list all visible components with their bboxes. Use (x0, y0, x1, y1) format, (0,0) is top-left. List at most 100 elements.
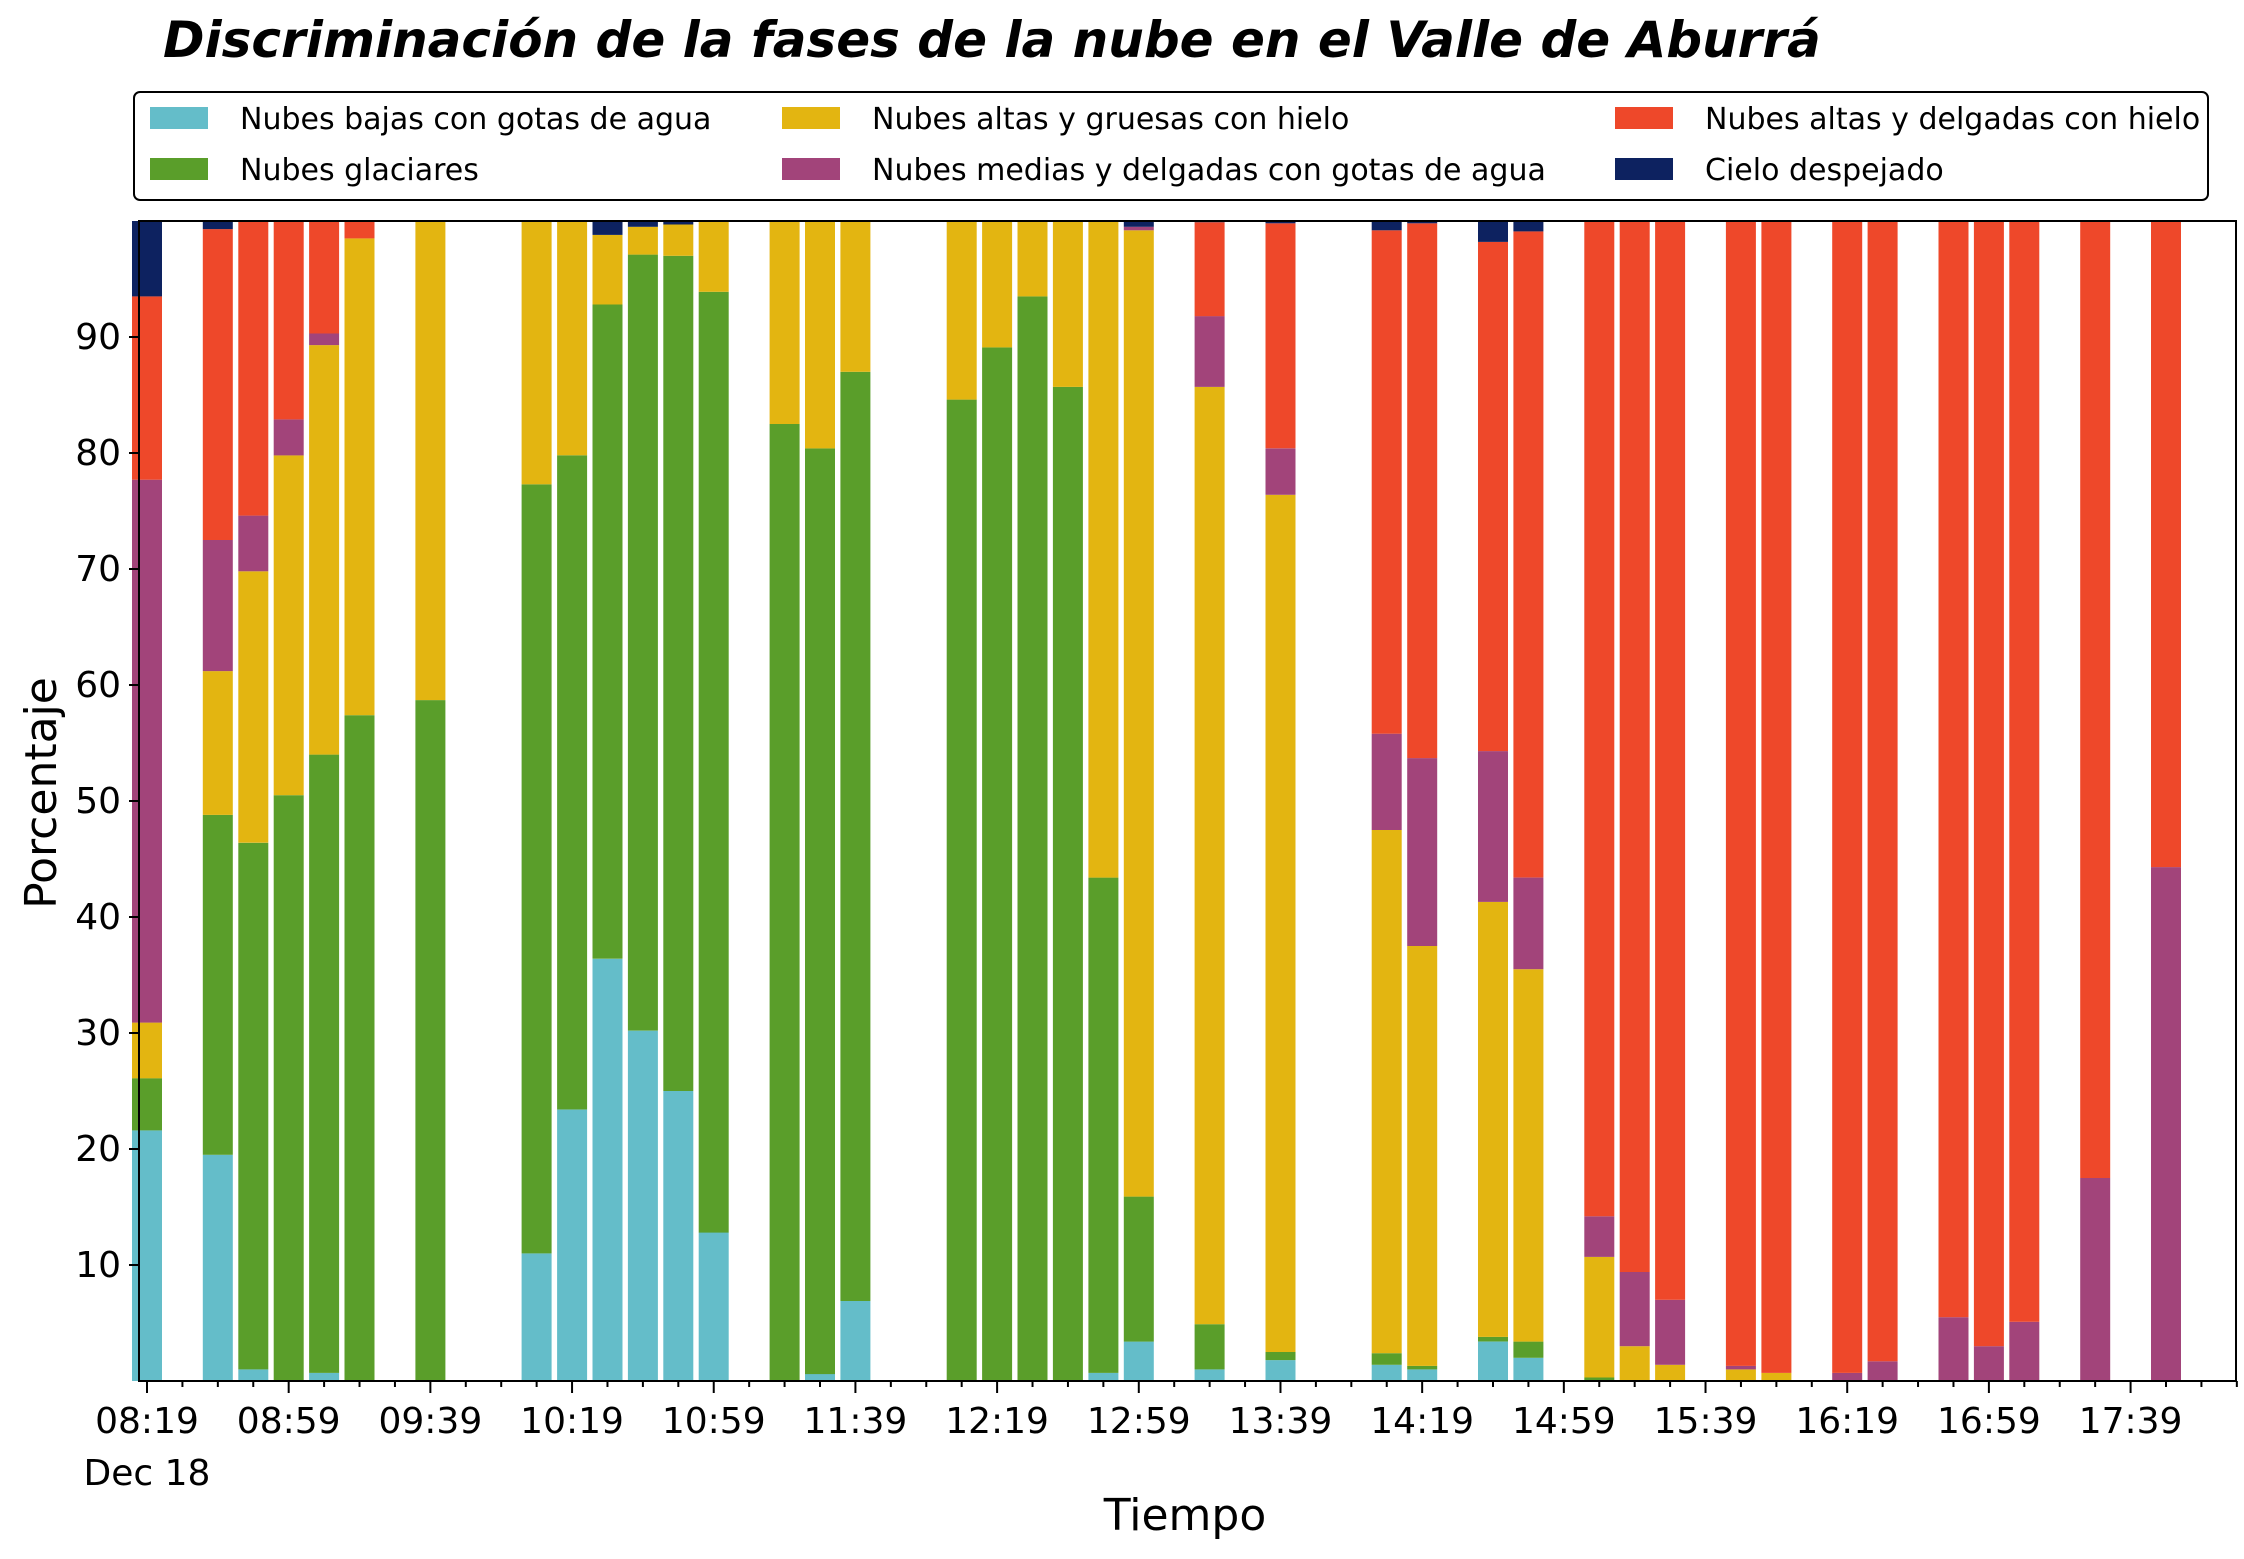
legend-swatch (1615, 158, 1673, 180)
bar-segment (698, 221, 729, 292)
bar-segment (309, 345, 340, 755)
bar-segment (663, 1091, 694, 1381)
bar-segment (627, 254, 658, 1031)
bar-segment (557, 221, 588, 456)
bar-segment (1513, 1357, 1544, 1381)
bar-segment (1123, 226, 1154, 231)
bar-segment (1478, 751, 1508, 902)
bar-segment (1265, 223, 1296, 449)
bar-segment (1478, 1336, 1508, 1342)
bar-segment (1371, 1364, 1402, 1381)
y-tick-label: 60 (75, 665, 121, 706)
bar-segment (1655, 1299, 1686, 1365)
bar-segment (1407, 758, 1438, 946)
bar-segment (132, 1130, 162, 1381)
bar-segment (1194, 316, 1225, 387)
bar-segment (1584, 1377, 1615, 1381)
bar-segment (982, 221, 1013, 348)
bar-segment (132, 1022, 162, 1079)
bar-segment (1123, 1196, 1154, 1342)
bar-segment (1832, 221, 1863, 1373)
bar-segment (769, 221, 800, 424)
y-tick-label: 80 (75, 433, 121, 474)
bar-segment (521, 484, 552, 1254)
y-tick-label: 90 (75, 317, 121, 358)
bar-segment (805, 1374, 835, 1381)
bar-segment (273, 221, 304, 420)
bar-segment (273, 455, 304, 796)
bar-segment (627, 221, 658, 227)
bar-segment (1584, 1256, 1615, 1378)
x-date-label: Dec 18 (84, 1453, 211, 1494)
legend-label: Nubes bajas con gotas de agua (240, 102, 711, 137)
bar-segment (805, 221, 835, 449)
bar-segment (202, 1154, 233, 1381)
bar-segment (1123, 230, 1154, 1197)
bar-segment (1407, 223, 1438, 759)
bar-segment (1761, 221, 1792, 1373)
y-tick-label: 20 (75, 1129, 121, 1170)
bar-segment (202, 540, 233, 672)
bar-segment (840, 371, 871, 1301)
bar-segment (1513, 1341, 1544, 1358)
bar-segment (698, 291, 729, 1233)
x-tick-label: 08:19 (95, 1401, 199, 1442)
x-tick-label: 12:19 (945, 1401, 1049, 1442)
y-tick-label: 70 (75, 549, 121, 590)
x-tick-label: 16:19 (1795, 1401, 1899, 1442)
x-tick-label: 14:59 (1512, 1401, 1616, 1442)
bar-segment (2151, 221, 2181, 868)
bar-segment (1371, 830, 1402, 1354)
bar-segment (202, 814, 233, 1155)
bar-segment (344, 221, 375, 239)
bar-segment (344, 238, 375, 716)
bar-segment (1478, 241, 1508, 752)
legend-swatch (782, 158, 840, 180)
legend-swatch (150, 158, 208, 180)
bar-segment (1619, 221, 1650, 1272)
bar-segment (1584, 1216, 1615, 1257)
legend-label: Nubes glaciares (240, 153, 479, 188)
bar-segment (1088, 877, 1119, 1373)
bar-segment (132, 296, 162, 480)
bar-segment (1867, 1361, 1898, 1381)
x-tick-label: 14:19 (1370, 1401, 1474, 1442)
bar-segment (946, 221, 977, 400)
bar-segment (627, 1030, 658, 1381)
x-tick-label: 11:39 (804, 1401, 908, 1442)
bar-segment (663, 255, 694, 1092)
bar-segment (1619, 1346, 1650, 1381)
bar-segment (1371, 221, 1402, 231)
bar-segment (309, 333, 340, 346)
bar-segment (1088, 1372, 1119, 1381)
bar-segment (2080, 1178, 2111, 1381)
x-tick-label: 09:39 (378, 1401, 482, 1442)
bar-segment (1584, 221, 1615, 1217)
bar-segment (1052, 221, 1083, 387)
x-tick-label: 16:59 (1937, 1401, 2041, 1442)
bar-segment (1973, 221, 2004, 1347)
bar-segment (805, 448, 835, 1375)
bar-segment (415, 221, 446, 701)
bar-segment (627, 226, 658, 255)
bar-segment (2009, 221, 2040, 1322)
bar-segment (982, 347, 1013, 1381)
bar-segment (415, 700, 446, 1381)
bar-segment (1265, 221, 1296, 224)
bar-segment (1265, 1360, 1296, 1381)
bar-segment (1619, 1272, 1650, 1347)
bar-segment (1725, 1365, 1756, 1370)
bar-segment (309, 221, 340, 334)
legend-label: Cielo despejado (1705, 153, 1944, 188)
legend-swatch (782, 107, 840, 129)
bar-segment (557, 1109, 588, 1381)
bar-segment (273, 419, 304, 456)
bar-segment (1725, 221, 1756, 1366)
bar-segment (592, 221, 623, 235)
bar-segment (1088, 221, 1119, 878)
x-tick-label: 15:39 (1654, 1401, 1758, 1442)
bar-segment (132, 1078, 162, 1131)
bar-segment (1867, 221, 1898, 1362)
x-tick-label: 13:39 (1229, 1401, 1333, 1442)
y-tick-label: 10 (75, 1245, 121, 1286)
